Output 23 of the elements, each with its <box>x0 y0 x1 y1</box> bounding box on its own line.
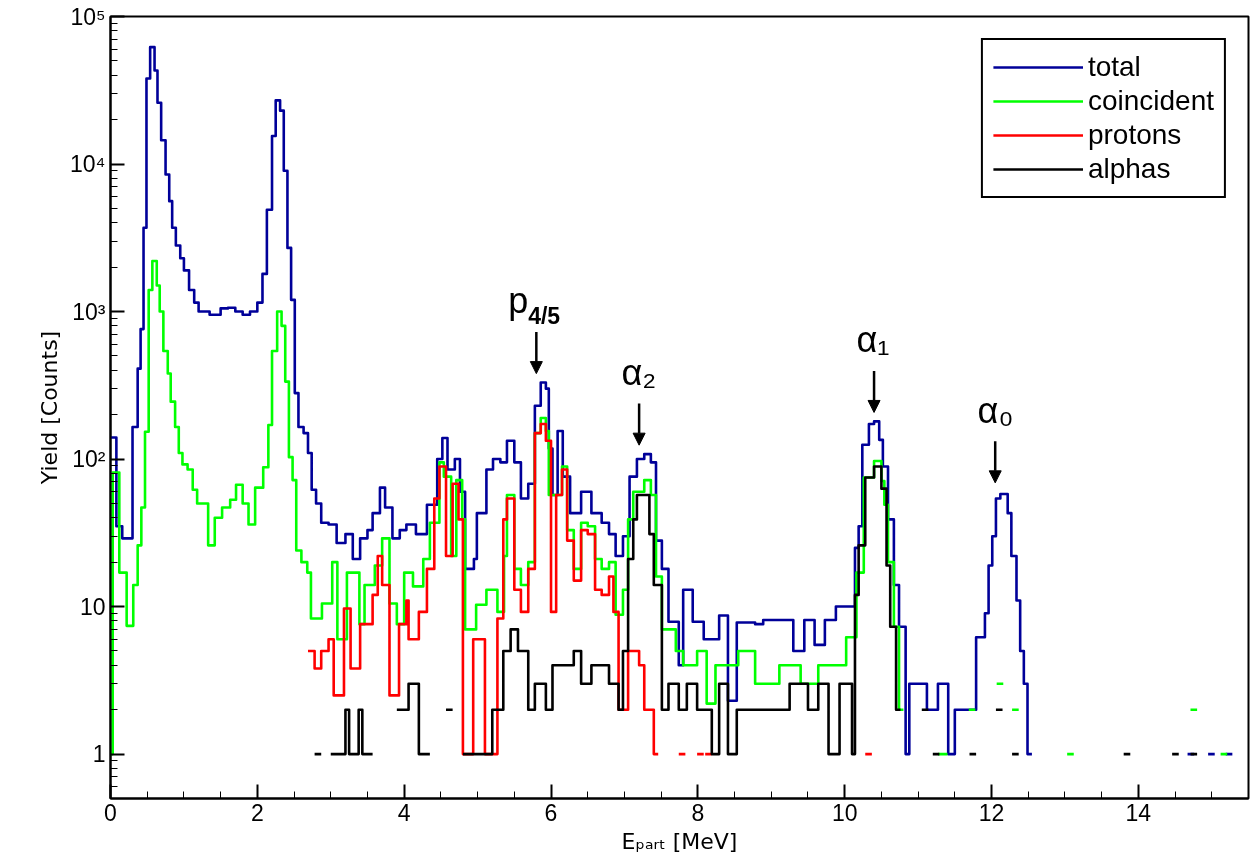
x-tick-label: 12 <box>978 799 1005 826</box>
x-tick-label: 0 <box>104 799 117 826</box>
x-axis-title: Eₚₐᵣₜ [MeV] <box>621 828 738 854</box>
x-tick-label: 14 <box>1125 799 1152 826</box>
y-tick-label: 10³ <box>72 298 106 325</box>
legend-label: protons <box>1087 118 1182 152</box>
legend-label: coincident <box>1087 84 1214 118</box>
annotation: α₂ <box>621 351 657 393</box>
y-tick-label: 1 <box>92 741 106 768</box>
y-axis-title: Yield [Counts] <box>37 330 63 486</box>
y-tick-label: 10⁴ <box>70 151 106 178</box>
x-tick-label: 8 <box>691 799 705 826</box>
annotation: α₀ <box>977 389 1014 431</box>
x-tick-label: 2 <box>250 799 264 826</box>
y-tick-label: 10⁵ <box>70 3 106 30</box>
y-tick-label: 10 <box>79 593 106 620</box>
y-tick-label: 10² <box>72 446 106 473</box>
legend-label: alphas <box>1087 152 1171 186</box>
legend-label: total <box>1087 50 1141 84</box>
x-tick-label: 4 <box>397 799 411 826</box>
x-tick-label: 10 <box>831 799 858 826</box>
annotation: α₁ <box>856 319 890 361</box>
x-tick-label: 6 <box>544 799 558 826</box>
